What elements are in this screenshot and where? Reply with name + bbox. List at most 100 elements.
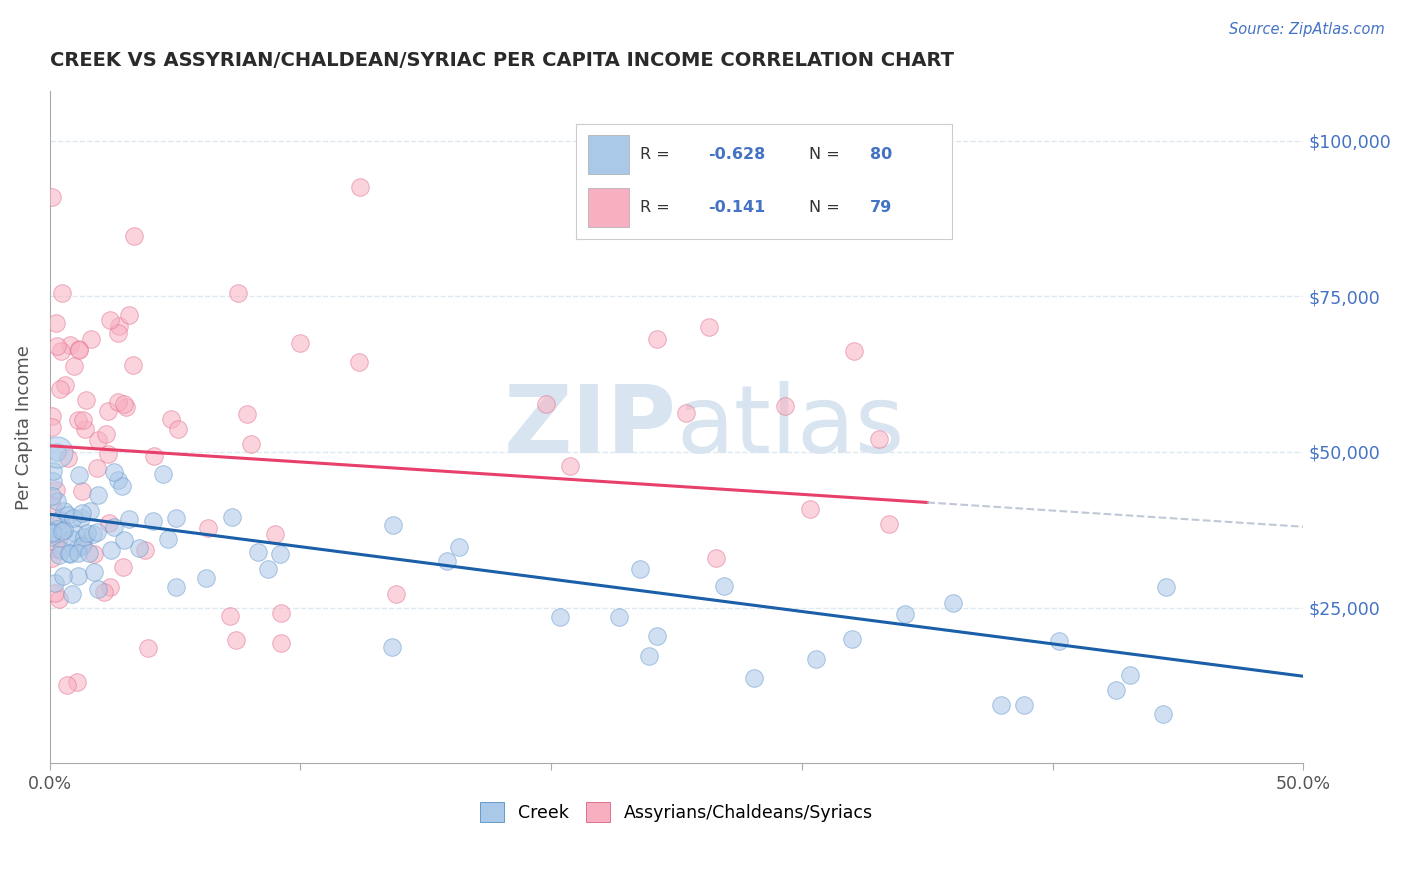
Point	[66, 674, 89, 689]
Point	[75, 392, 97, 407]
Point	[136, 641, 159, 656]
Point	[79, 504, 101, 518]
Point	[55, 378, 77, 392]
Point	[165, 580, 187, 594]
Point	[56, 508, 79, 522]
Point	[269, 547, 291, 561]
Point	[98, 580, 121, 594]
Point	[62, 586, 84, 600]
Point	[62, 511, 84, 525]
Point	[270, 606, 292, 620]
Point	[63, 359, 86, 373]
Point	[45, 339, 67, 353]
Point	[449, 540, 471, 554]
Point	[49, 383, 72, 397]
Point	[42, 525, 65, 540]
Point	[70, 484, 93, 499]
Point	[645, 629, 668, 643]
Point	[66, 541, 89, 555]
Point	[41, 474, 63, 488]
Point	[558, 458, 581, 473]
Point	[42, 464, 65, 478]
Point	[100, 543, 122, 558]
Point	[436, 554, 458, 568]
Point	[45, 522, 67, 536]
Point	[67, 343, 90, 358]
Point	[713, 579, 735, 593]
Point	[93, 585, 115, 599]
Point	[675, 406, 697, 420]
Point	[97, 404, 120, 418]
Point	[103, 466, 125, 480]
Point	[52, 523, 75, 537]
Point	[799, 502, 821, 516]
Point	[59, 337, 82, 351]
Point	[288, 335, 311, 350]
Point	[1152, 706, 1174, 721]
Point	[56, 678, 79, 692]
Point	[72, 539, 94, 553]
Point	[48, 531, 70, 545]
Point	[628, 562, 651, 576]
Point	[534, 397, 557, 411]
Point	[384, 587, 406, 601]
Point	[69, 511, 91, 525]
Point	[86, 433, 108, 447]
Point	[96, 426, 118, 441]
Point	[41, 525, 63, 540]
Point	[100, 313, 122, 327]
Point	[548, 609, 571, 624]
Point	[63, 526, 86, 541]
Point	[1154, 580, 1177, 594]
Point	[46, 445, 69, 459]
Point	[44, 575, 66, 590]
Point	[165, 510, 187, 524]
Point	[67, 342, 90, 356]
Point	[842, 343, 865, 358]
Point	[118, 512, 141, 526]
Point	[240, 437, 263, 451]
Point	[228, 286, 250, 301]
Point	[76, 525, 98, 540]
Point	[112, 397, 135, 411]
Point	[41, 498, 63, 512]
Point	[41, 420, 63, 434]
Point	[256, 562, 278, 576]
Point	[742, 671, 765, 685]
Point	[160, 412, 183, 426]
Point	[59, 547, 82, 561]
Point	[51, 286, 73, 301]
Point	[72, 537, 94, 551]
Text: atlas: atlas	[676, 381, 905, 473]
Point	[221, 510, 243, 524]
Point	[645, 332, 668, 346]
Point	[49, 343, 72, 358]
Point	[41, 530, 63, 544]
Point	[45, 541, 67, 556]
Point	[49, 542, 72, 557]
Point	[66, 412, 89, 426]
Point	[52, 568, 75, 582]
Point	[97, 516, 120, 531]
Point	[990, 698, 1012, 712]
Point	[195, 571, 218, 585]
Point	[48, 513, 70, 527]
Point	[115, 401, 138, 415]
Point	[347, 355, 370, 369]
Point	[637, 648, 659, 663]
Point	[45, 483, 67, 498]
Point	[80, 333, 103, 347]
Point	[73, 530, 96, 544]
Point	[382, 517, 405, 532]
Point	[349, 179, 371, 194]
Point	[103, 520, 125, 534]
Point	[48, 591, 70, 606]
Point	[270, 636, 292, 650]
Point	[97, 447, 120, 461]
Point	[804, 652, 827, 666]
Point	[87, 488, 110, 502]
Point	[86, 524, 108, 539]
Point	[152, 467, 174, 482]
Point	[1118, 667, 1140, 681]
Point	[134, 543, 156, 558]
